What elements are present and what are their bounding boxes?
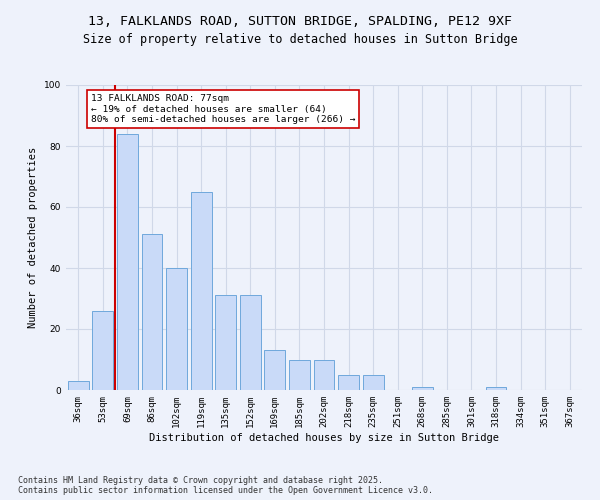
Text: Contains HM Land Registry data © Crown copyright and database right 2025.
Contai: Contains HM Land Registry data © Crown c… bbox=[18, 476, 433, 495]
Bar bbox=[485, 387, 506, 390]
Bar bbox=[68, 381, 89, 390]
Bar bbox=[117, 134, 138, 390]
Bar bbox=[166, 268, 187, 390]
X-axis label: Distribution of detached houses by size in Sutton Bridge: Distribution of detached houses by size … bbox=[149, 432, 499, 442]
Bar bbox=[215, 296, 236, 390]
Bar bbox=[314, 360, 334, 390]
Text: 13 FALKLANDS ROAD: 77sqm
← 19% of detached houses are smaller (64)
80% of semi-d: 13 FALKLANDS ROAD: 77sqm ← 19% of detach… bbox=[91, 94, 355, 124]
Bar bbox=[338, 375, 359, 390]
Text: Size of property relative to detached houses in Sutton Bridge: Size of property relative to detached ho… bbox=[83, 32, 517, 46]
Bar bbox=[362, 375, 383, 390]
Bar bbox=[240, 296, 261, 390]
Bar bbox=[289, 360, 310, 390]
Bar bbox=[191, 192, 212, 390]
Text: 13, FALKLANDS ROAD, SUTTON BRIDGE, SPALDING, PE12 9XF: 13, FALKLANDS ROAD, SUTTON BRIDGE, SPALD… bbox=[88, 15, 512, 28]
Bar bbox=[412, 387, 433, 390]
Bar bbox=[142, 234, 163, 390]
Y-axis label: Number of detached properties: Number of detached properties bbox=[28, 147, 38, 328]
Bar bbox=[265, 350, 286, 390]
Bar bbox=[92, 310, 113, 390]
